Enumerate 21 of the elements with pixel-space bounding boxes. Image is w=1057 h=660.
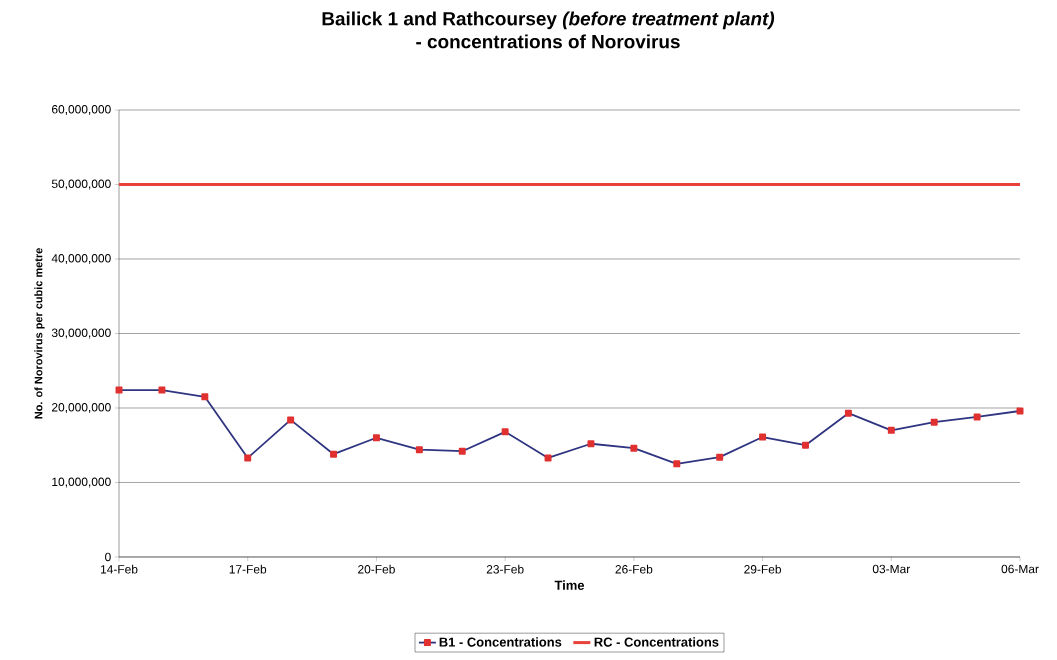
legend-label: RC - Concentrations bbox=[594, 637, 719, 647]
y-tick-label: 10,000,000 bbox=[52, 477, 111, 488]
x-tick-label: 06-Mar bbox=[1001, 564, 1039, 574]
y-tick-label: 20,000,000 bbox=[52, 403, 111, 413]
chart-title: Bailick 1 and Rathcoursey (before treatment plant) bbox=[322, 11, 775, 30]
y-tick-label: 0 bbox=[105, 552, 111, 562]
x-axis-title: Time bbox=[554, 580, 585, 590]
y-tick-label: 30,000,000 bbox=[51, 328, 111, 339]
x-tick-label: 17-Feb bbox=[229, 564, 267, 574]
x-tick-label: 14-Feb bbox=[100, 564, 138, 574]
x-tick-label: 23-Feb bbox=[486, 564, 524, 574]
y-tick-label: 40,000,000 bbox=[51, 254, 111, 264]
chart-subtitle: - concentrations of Norovirus bbox=[416, 34, 680, 49]
y-tick-label: 50,000,000 bbox=[51, 179, 111, 190]
y-tick-label: 60,000,000 bbox=[52, 105, 111, 115]
x-tick-label: 26-Feb bbox=[615, 564, 653, 574]
x-tick-label: 20-Feb bbox=[358, 564, 395, 574]
x-tick-label: 29-Feb bbox=[744, 564, 782, 574]
legend-label: B1 - Concentrations bbox=[439, 637, 562, 647]
y-axis-title: No. of Norovirus per cubic metre bbox=[34, 248, 45, 419]
x-tick-label: 03-Mar bbox=[872, 564, 911, 574]
